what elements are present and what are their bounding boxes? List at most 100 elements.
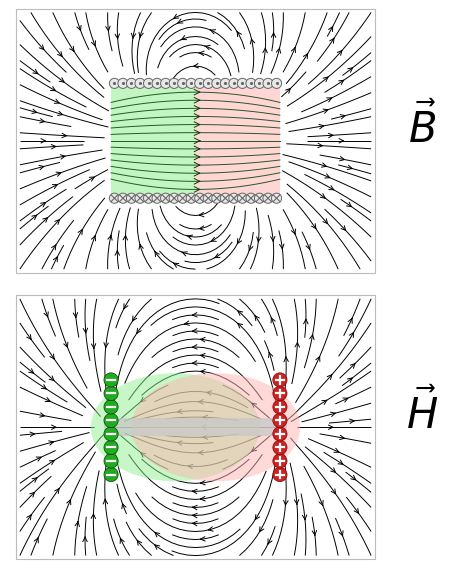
Text: $\vec{B}$: $\vec{B}$	[408, 103, 437, 152]
Circle shape	[203, 193, 213, 203]
FancyArrowPatch shape	[34, 538, 38, 543]
FancyArrowPatch shape	[276, 48, 281, 53]
FancyArrowPatch shape	[328, 133, 333, 137]
FancyArrowPatch shape	[310, 335, 314, 340]
FancyArrowPatch shape	[56, 172, 61, 176]
FancyArrowPatch shape	[173, 14, 179, 19]
FancyArrowPatch shape	[252, 403, 256, 408]
FancyArrowPatch shape	[328, 27, 333, 32]
FancyArrowPatch shape	[203, 415, 208, 420]
FancyArrowPatch shape	[132, 316, 137, 321]
FancyArrowPatch shape	[27, 515, 31, 520]
FancyArrowPatch shape	[177, 441, 182, 445]
FancyArrowPatch shape	[338, 460, 343, 464]
FancyArrowPatch shape	[64, 342, 68, 347]
FancyArrowPatch shape	[131, 33, 136, 38]
FancyArrowPatch shape	[192, 345, 197, 349]
FancyArrowPatch shape	[50, 354, 54, 359]
FancyArrowPatch shape	[321, 163, 327, 167]
FancyArrowPatch shape	[55, 220, 60, 224]
FancyArrowPatch shape	[201, 496, 205, 501]
FancyArrowPatch shape	[271, 32, 276, 37]
FancyArrowPatch shape	[330, 412, 335, 416]
Circle shape	[229, 193, 239, 203]
FancyArrowPatch shape	[238, 311, 243, 315]
FancyArrowPatch shape	[255, 515, 260, 520]
FancyArrowPatch shape	[73, 312, 78, 318]
FancyArrowPatch shape	[350, 419, 354, 423]
FancyArrowPatch shape	[207, 391, 211, 395]
FancyArrowPatch shape	[182, 252, 187, 256]
FancyArrowPatch shape	[351, 475, 356, 480]
FancyArrowPatch shape	[83, 537, 87, 542]
Circle shape	[144, 193, 154, 203]
Circle shape	[118, 78, 128, 89]
FancyArrowPatch shape	[78, 229, 82, 235]
FancyArrowPatch shape	[325, 174, 330, 178]
FancyArrowPatch shape	[322, 400, 327, 404]
FancyArrowPatch shape	[44, 312, 48, 317]
Circle shape	[220, 193, 230, 203]
FancyArrowPatch shape	[295, 343, 300, 347]
FancyArrowPatch shape	[214, 253, 220, 258]
FancyArrowPatch shape	[237, 32, 241, 37]
FancyArrowPatch shape	[70, 46, 74, 51]
FancyArrowPatch shape	[52, 245, 56, 250]
FancyArrowPatch shape	[208, 527, 213, 531]
FancyArrowPatch shape	[103, 499, 108, 504]
FancyArrowPatch shape	[347, 378, 352, 382]
Circle shape	[195, 193, 205, 203]
FancyArrowPatch shape	[58, 111, 63, 115]
FancyArrowPatch shape	[304, 319, 308, 324]
FancyArrowPatch shape	[155, 545, 160, 549]
Circle shape	[104, 400, 118, 414]
FancyArrowPatch shape	[319, 500, 323, 506]
FancyArrowPatch shape	[323, 77, 328, 82]
FancyArrowPatch shape	[340, 115, 345, 119]
Circle shape	[161, 193, 171, 203]
Circle shape	[273, 467, 287, 482]
Circle shape	[104, 414, 118, 428]
FancyArrowPatch shape	[201, 353, 205, 358]
FancyArrowPatch shape	[60, 154, 65, 159]
FancyArrowPatch shape	[280, 244, 284, 249]
FancyArrowPatch shape	[271, 318, 275, 323]
FancyArrowPatch shape	[57, 52, 62, 56]
FancyArrowPatch shape	[39, 45, 44, 49]
FancyArrowPatch shape	[312, 531, 317, 535]
FancyArrowPatch shape	[292, 229, 295, 234]
FancyArrowPatch shape	[108, 235, 112, 240]
FancyArrowPatch shape	[199, 212, 204, 217]
Circle shape	[135, 78, 145, 89]
FancyArrowPatch shape	[54, 257, 57, 262]
Circle shape	[246, 78, 256, 89]
FancyArrowPatch shape	[41, 385, 46, 389]
Ellipse shape	[131, 373, 300, 481]
FancyArrowPatch shape	[41, 203, 46, 207]
FancyArrowPatch shape	[319, 124, 324, 129]
FancyArrowPatch shape	[52, 425, 56, 429]
Circle shape	[273, 400, 287, 414]
FancyArrowPatch shape	[141, 453, 146, 457]
FancyArrowPatch shape	[49, 441, 54, 445]
FancyArrowPatch shape	[91, 513, 96, 519]
FancyArrowPatch shape	[75, 521, 80, 527]
FancyArrowPatch shape	[271, 236, 275, 241]
Circle shape	[161, 78, 171, 89]
Circle shape	[195, 78, 205, 89]
Circle shape	[246, 193, 256, 203]
Circle shape	[127, 193, 137, 203]
FancyArrowPatch shape	[199, 399, 203, 404]
FancyArrowPatch shape	[328, 425, 333, 429]
Circle shape	[212, 193, 222, 203]
FancyArrowPatch shape	[323, 219, 328, 224]
FancyArrowPatch shape	[137, 540, 142, 545]
FancyArrowPatch shape	[259, 527, 264, 532]
FancyArrowPatch shape	[33, 69, 38, 74]
Circle shape	[272, 78, 282, 89]
FancyArrowPatch shape	[115, 250, 119, 255]
Circle shape	[203, 78, 213, 89]
Circle shape	[169, 193, 179, 203]
Circle shape	[186, 193, 196, 203]
FancyArrowPatch shape	[122, 504, 126, 509]
